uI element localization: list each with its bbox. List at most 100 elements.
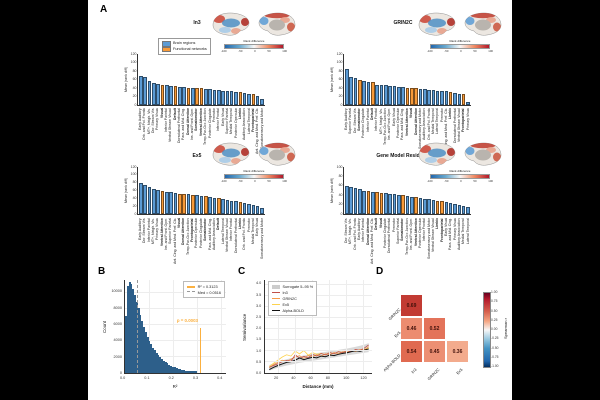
x-tick-label: 0.3 [192, 376, 199, 380]
region-bar [251, 204, 256, 214]
y-tick-label: 10000 [111, 289, 122, 294]
panel-b-label: B [98, 266, 106, 277]
region-bar [396, 194, 401, 214]
heatmap-cell: 0.45 [423, 340, 446, 363]
col-label: Ex5 [455, 367, 467, 375]
region-bar [383, 85, 388, 105]
y-tick-label: 0.0 [256, 371, 262, 375]
histogram-bar [180, 369, 183, 373]
p-value-annotation: p = 0.0003 [176, 318, 198, 323]
x-tick-label: 60 [308, 376, 313, 380]
colorbar-tick-label: -1.00 [491, 364, 499, 368]
colorbar-tick-label: 0 [254, 49, 256, 53]
gridline [277, 280, 279, 373]
region-bar [396, 86, 401, 105]
legend-row: Alpha-BOLD [272, 308, 313, 314]
x-tick-label: 80 [325, 376, 331, 380]
colorbar-tick-label: 50 [267, 49, 271, 53]
gridline [265, 328, 372, 329]
network-bar [414, 197, 418, 214]
gridline [265, 283, 372, 285]
x-tick-label: Para. and Mid. Cing. [448, 218, 453, 250]
x-tick-label: 120 [360, 376, 367, 380]
region-bar [242, 203, 247, 214]
brain-regions-swatch [162, 41, 171, 47]
histogram-bar [155, 352, 158, 373]
y-tick-label: 100 [130, 172, 137, 177]
y-tick-label: 20 [338, 201, 343, 206]
region-bar [448, 202, 453, 214]
x-tick-label: 0.1 [144, 376, 150, 380]
network-bar [190, 194, 195, 214]
region-bar [345, 185, 349, 214]
x-tick-label: Limbic [435, 218, 440, 230]
region-bar [147, 80, 152, 105]
region-bar [247, 203, 251, 214]
colorbar-tick-label: 50 [473, 49, 477, 53]
histogram-bar [146, 336, 149, 373]
subpanel-title: GRIN2C [393, 20, 413, 26]
region-bar [212, 89, 217, 105]
colorbar-tick-label: 100 [282, 49, 287, 53]
network-bar [440, 201, 444, 214]
histogram-bar [179, 369, 182, 373]
col-label-text: GRIN2C [426, 367, 441, 382]
y-tick-label: 40 [132, 85, 137, 90]
x-tick-label: Orb. and Pol. Frontal [242, 218, 247, 251]
region-bar [156, 84, 160, 105]
region-bar [345, 68, 349, 105]
histogram-bar [128, 281, 131, 373]
region-bar [255, 95, 260, 105]
colorbar-tick-label: -100 [221, 49, 227, 53]
legend-row: GRIN2C [272, 296, 313, 302]
gridline [265, 306, 372, 307]
bar-plot-area: 0 20 40 60 80 100 120 [131, 165, 265, 215]
heatmap-cell: 0.54 [400, 340, 423, 363]
x-tick-label: 40 [291, 376, 296, 380]
histogram-bar [191, 371, 194, 373]
region-bar [362, 80, 366, 105]
brain-lateral-view [212, 142, 250, 166]
gridline [173, 280, 174, 373]
region-bar [388, 85, 392, 105]
region-bar [370, 191, 375, 214]
region-bar [143, 76, 147, 105]
heatmap-cell: 0.36 [446, 340, 469, 363]
region-bar [409, 196, 414, 214]
x-tick-label: 100 [343, 376, 350, 380]
colorbar-tick-label: 0.75 [491, 299, 498, 304]
col-label: GRIN2C [426, 367, 452, 381]
x-tick-labels: Dor. Stream Vis. MT+, Neigh. Vis. Orb. and… [343, 218, 471, 264]
x-tick-label: Ins. and Front. Oper. [409, 218, 414, 251]
legend-label: Alpha-BOLD [282, 308, 304, 313]
y-tick-label: 120 [336, 51, 343, 56]
y-tick-label: 40 [132, 195, 137, 200]
y-tick-label: 120 [130, 51, 137, 56]
gridline [294, 280, 296, 373]
region-bar [353, 188, 358, 214]
legend-label: Functional networks [173, 46, 207, 51]
legend-row: Ex5 [272, 302, 313, 308]
network-bar [216, 198, 221, 214]
y-tick-label: 100 [336, 164, 343, 169]
histogram-bar [188, 371, 191, 373]
histogram-bar [152, 347, 155, 373]
network-bar [173, 86, 178, 105]
network-bar [435, 200, 440, 214]
network-bar [160, 84, 165, 105]
histogram-bar [135, 301, 138, 373]
y-tick-label: 4.0 [256, 281, 262, 286]
series-swatch-ex5 [272, 303, 280, 306]
row-label-text: Alpha-BOLD [382, 353, 402, 373]
region-bar [353, 78, 358, 105]
colorbar-tick-label: 100 [282, 179, 287, 183]
network-bar [357, 79, 362, 105]
histogram-bar [189, 371, 192, 373]
brain-lateral-view [212, 12, 250, 36]
region-bar [151, 188, 156, 214]
panel-c-variogram: Surrogate 5–95 % In3 GRIN2C Ex5 Alpha-BOLD 0.… [238, 266, 380, 398]
region-bar [169, 192, 173, 214]
y-tick-label: 3.5 [256, 292, 262, 297]
rank-difference-colorbar [224, 43, 284, 49]
x-tick-label: Early Visual [255, 218, 260, 237]
